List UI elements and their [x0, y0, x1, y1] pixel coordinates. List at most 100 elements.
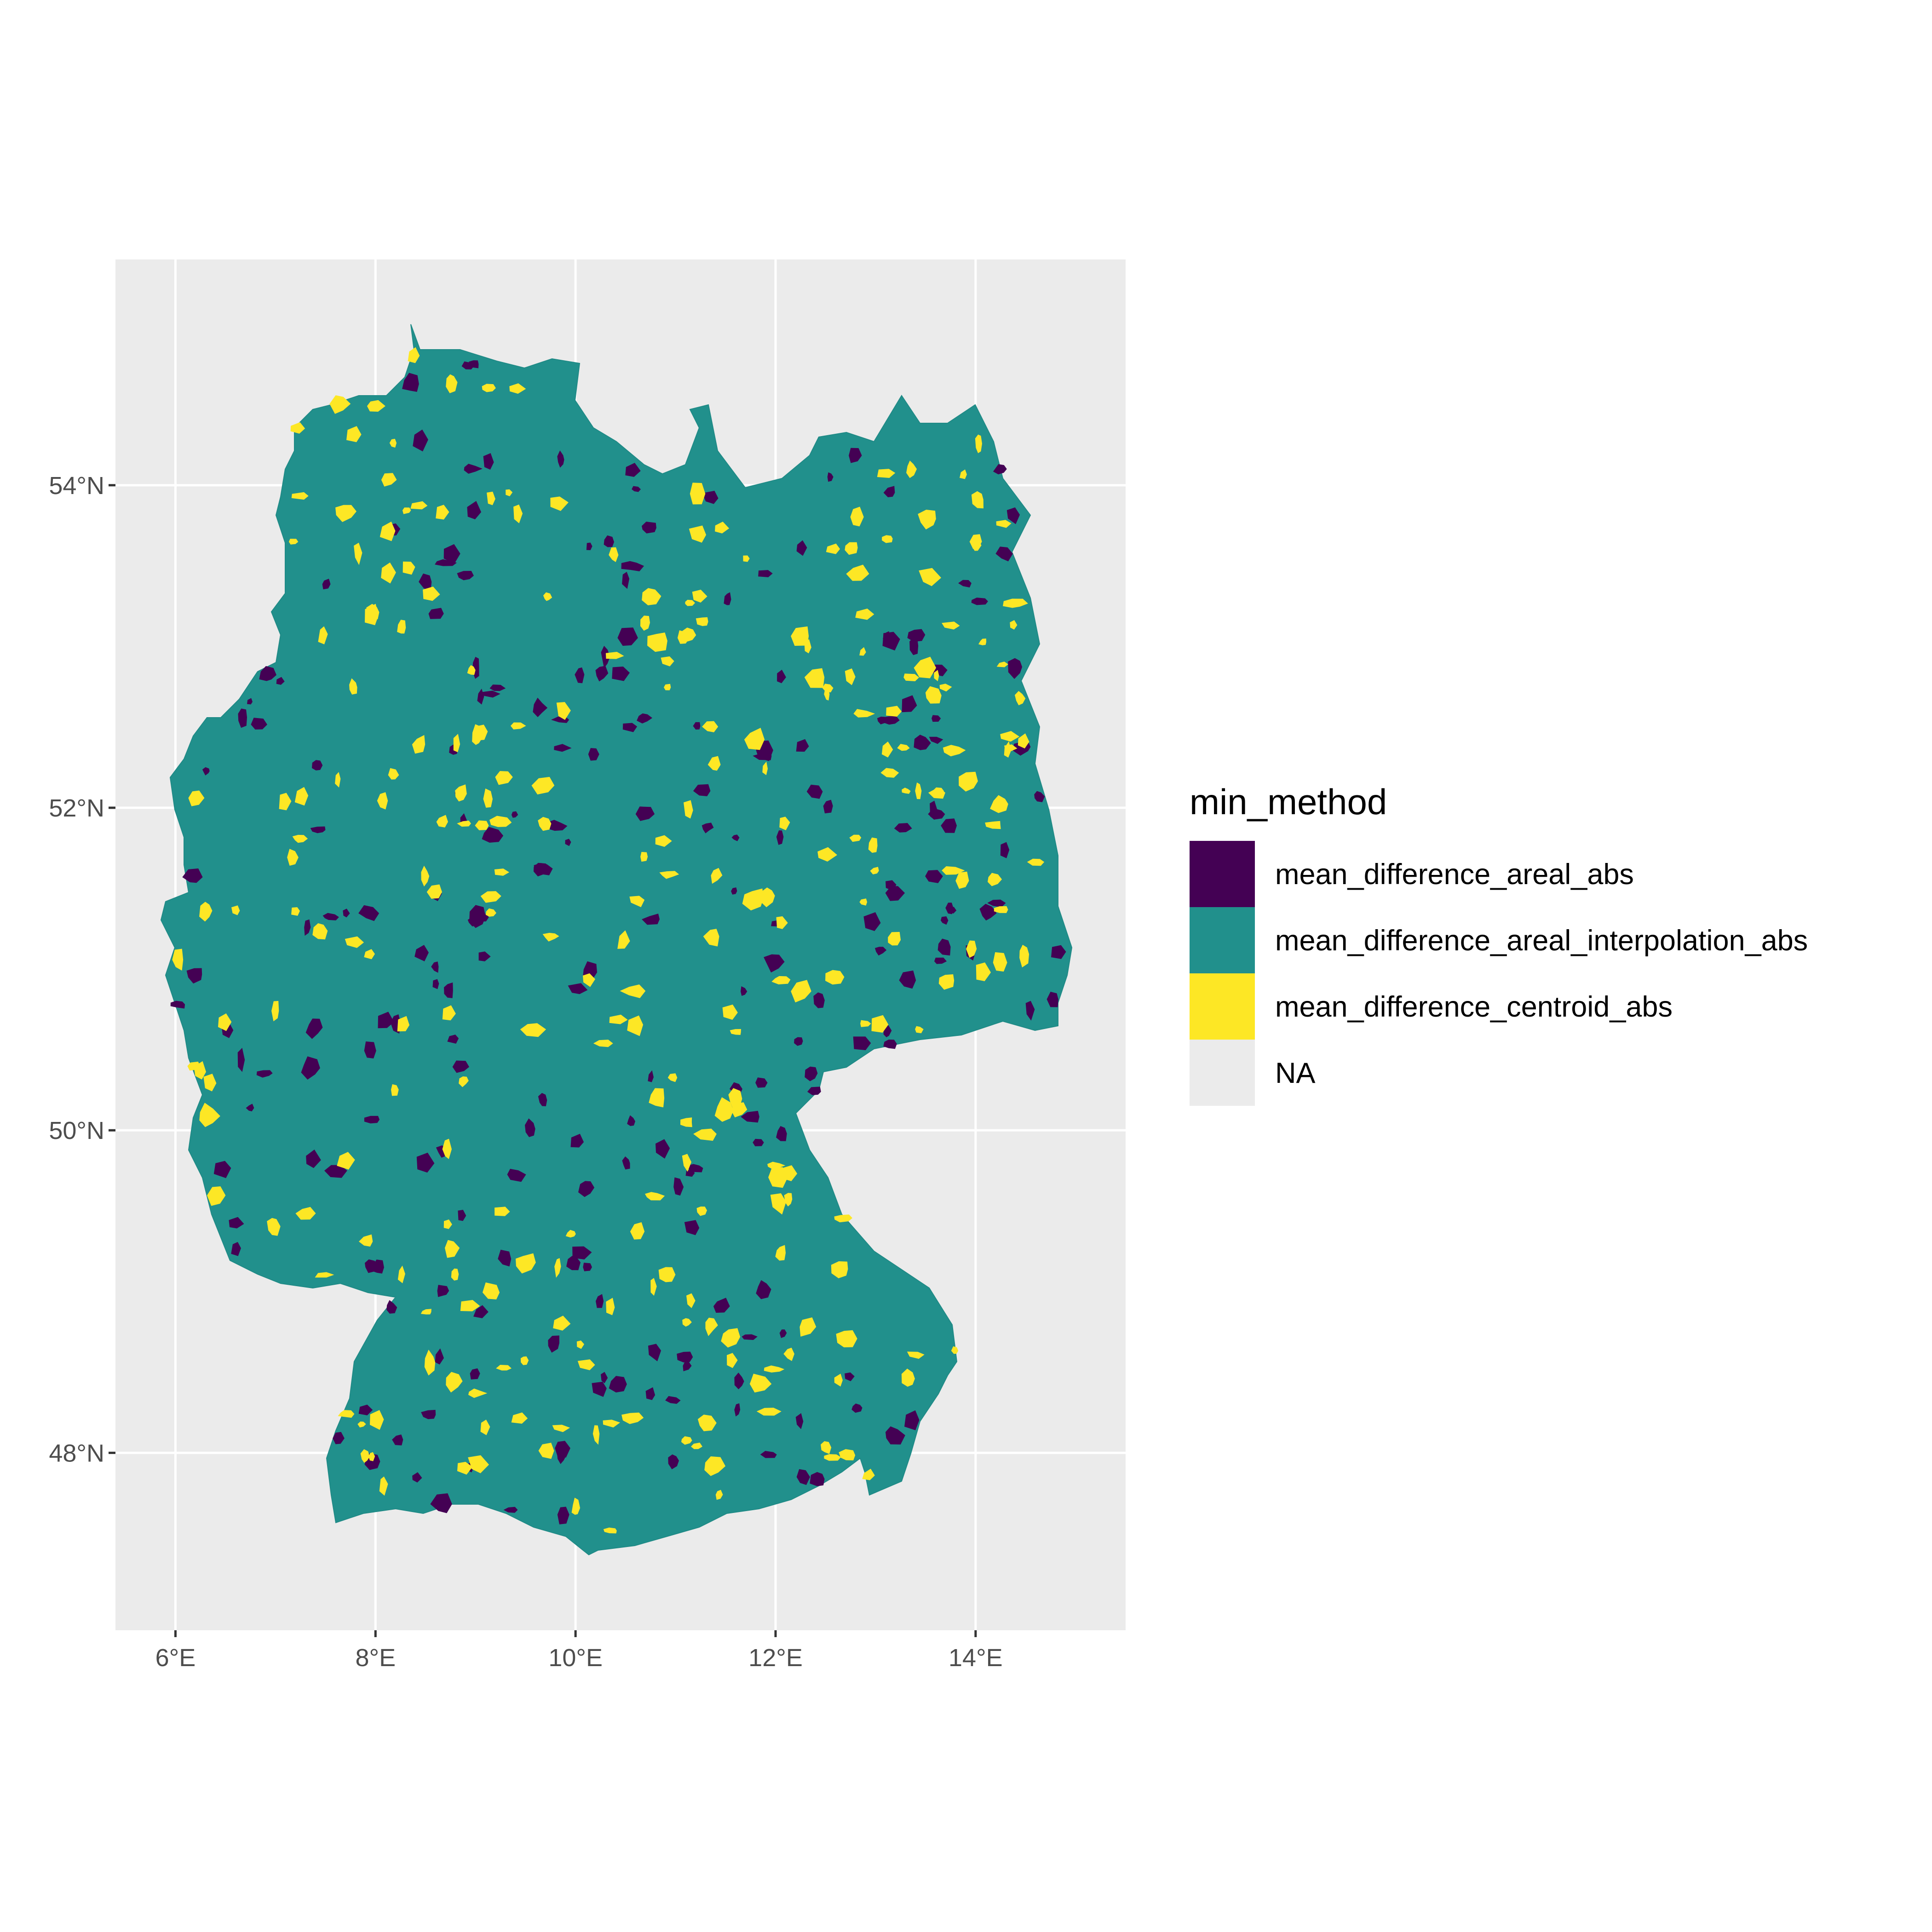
areal-abs-region	[333, 1432, 345, 1444]
centroid-abs-region	[442, 1138, 452, 1159]
centroid-abs-region	[442, 1005, 456, 1021]
areal-abs-region	[668, 1454, 679, 1470]
centroid-abs-region	[318, 626, 328, 644]
x-tick-label: 6°E	[155, 1644, 196, 1672]
centroid-abs-region	[649, 1088, 665, 1108]
centroid-abs-region	[821, 1441, 832, 1454]
centroid-abs-region	[697, 1414, 717, 1432]
centroid-abs-region	[845, 542, 858, 555]
centroid-abs-region	[538, 816, 552, 831]
areal-abs-region	[557, 450, 564, 468]
areal-abs-region	[622, 572, 630, 589]
centroid-abs-region	[702, 721, 719, 732]
areal-abs-region	[546, 820, 568, 831]
legend-key-0	[1190, 841, 1255, 907]
areal-abs-region	[758, 570, 773, 577]
centroid-abs-region	[593, 1040, 613, 1047]
areal-abs-region	[902, 695, 917, 713]
areal-abs-region	[578, 1181, 595, 1197]
areal-abs-region	[568, 983, 588, 995]
centroid-abs-region	[647, 632, 667, 652]
centroid-abs-region	[550, 496, 569, 511]
legend-key-2	[1190, 973, 1255, 1040]
centroid-abs-region	[511, 1412, 528, 1424]
centroid-abs-region	[877, 469, 896, 478]
centroid-abs-region	[583, 973, 595, 987]
centroid-abs-region	[749, 1374, 772, 1393]
centroid-abs-region	[667, 1073, 678, 1082]
germany-map	[160, 324, 1073, 1556]
centroid-abs-region	[730, 1029, 741, 1035]
areal-abs-region	[432, 979, 439, 989]
areal-abs-region	[904, 1410, 920, 1431]
areal-abs-region	[482, 690, 500, 698]
areal-abs-region	[604, 535, 614, 547]
centroid-abs-region	[172, 949, 184, 971]
centroid-abs-region	[770, 1193, 786, 1215]
centroid-abs-region	[640, 615, 650, 631]
x-tick-label: 10°E	[548, 1644, 603, 1672]
areal-abs-region	[421, 1409, 436, 1420]
areal-abs-region	[301, 1056, 320, 1080]
centroid-abs-region	[349, 678, 357, 695]
areal-abs-region	[412, 1472, 422, 1483]
centroid-abs-region	[804, 639, 811, 654]
centroid-abs-region	[556, 702, 571, 720]
areal-abs-region	[693, 784, 711, 796]
centroid-abs-region	[849, 834, 862, 842]
areal-abs-region	[632, 486, 641, 492]
legend-label-2: mean_difference_centroid_abs	[1275, 991, 1673, 1023]
areal-abs-region	[753, 1138, 764, 1146]
centroid-abs-region	[377, 792, 388, 810]
centroid-abs-region	[942, 621, 960, 630]
areal-abs-region	[565, 839, 571, 846]
areal-abs-region	[673, 1177, 684, 1196]
centroid-abs-region	[846, 564, 869, 581]
centroid-abs-region	[990, 795, 1008, 813]
centroid-abs-region	[696, 1206, 707, 1216]
centroid-abs-region	[834, 1374, 843, 1387]
centroid-abs-region	[692, 589, 707, 603]
areal-abs-region	[741, 986, 748, 996]
centroid-abs-region	[742, 888, 764, 911]
centroid-abs-region	[621, 1412, 644, 1424]
areal-abs-region	[609, 1376, 627, 1393]
areal-abs-region	[601, 645, 610, 668]
centroid-abs-region	[690, 483, 706, 505]
areal-abs-region	[807, 1087, 821, 1095]
areal-abs-region	[995, 546, 1013, 562]
centroid-abs-region	[707, 756, 721, 771]
areal-abs-region	[883, 1039, 897, 1049]
areal-abs-region	[806, 784, 823, 799]
centroid-abs-region	[443, 1219, 452, 1229]
centroid-abs-region	[661, 656, 674, 667]
areal-abs-region	[851, 1403, 862, 1413]
areal-abs-region	[202, 767, 210, 776]
centroid-abs-region	[897, 744, 910, 751]
areal-abs-region	[741, 1110, 759, 1123]
areal-abs-region	[724, 592, 731, 605]
areal-abs-region	[534, 863, 553, 875]
areal-abs-region	[437, 1285, 449, 1297]
centroid-abs-region	[368, 1452, 375, 1461]
centroid-abs-region	[775, 1245, 786, 1261]
centroid-abs-region	[543, 592, 552, 601]
areal-abs-region	[566, 1256, 581, 1271]
centroid-abs-region	[860, 1020, 871, 1027]
centroid-abs-region	[218, 1013, 232, 1031]
areal-abs-region	[428, 608, 444, 619]
centroid-abs-region	[966, 940, 977, 958]
centroid-abs-region	[354, 542, 362, 565]
areal-abs-region	[182, 868, 203, 883]
centroid-abs-region	[994, 906, 1008, 913]
centroid-abs-region	[489, 816, 512, 827]
centroid-abs-region	[756, 1408, 782, 1416]
areal-abs-region	[849, 448, 862, 463]
centroid-abs-region	[715, 522, 730, 534]
centroid-abs-region	[188, 790, 205, 806]
centroid-abs-region	[919, 568, 941, 586]
areal-abs-region	[414, 945, 429, 961]
centroid-abs-region	[554, 1258, 561, 1278]
areal-abs-region	[548, 1335, 559, 1353]
centroid-abs-region	[959, 771, 978, 792]
